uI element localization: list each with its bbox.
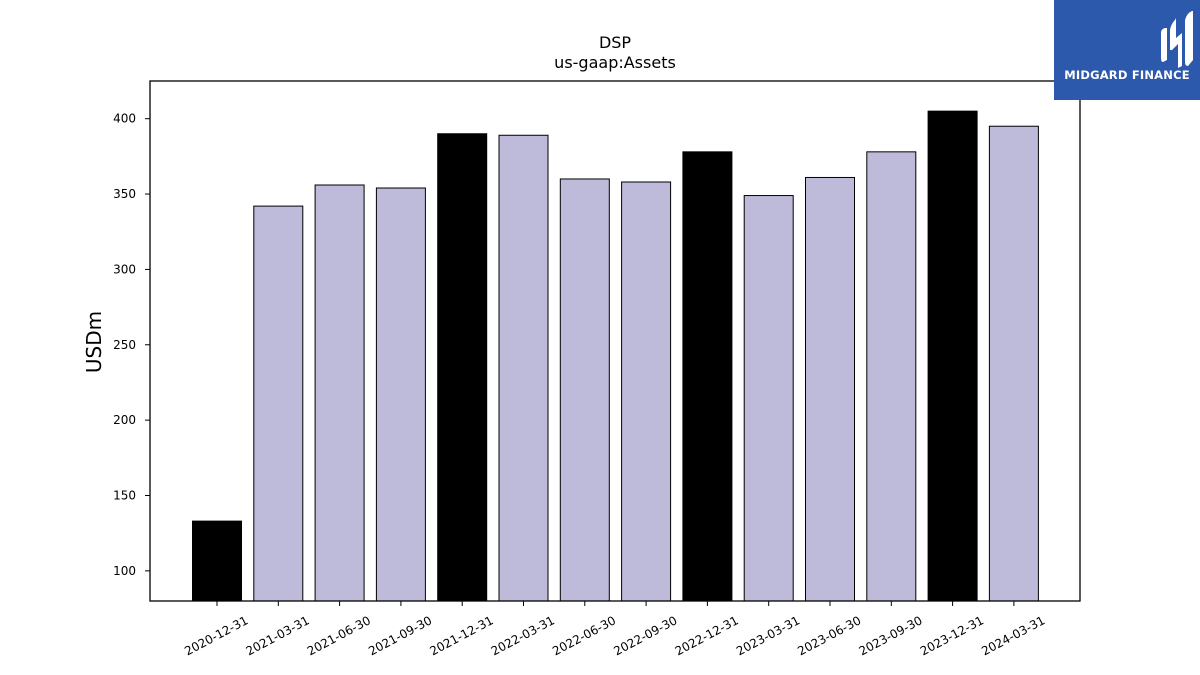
x-tick-label: 2022-06-30	[550, 613, 618, 658]
bar-2021-03-31	[253, 205, 304, 602]
bar-2022-03-31	[498, 134, 549, 602]
bar-2021-12-31	[437, 133, 488, 602]
bar-2022-12-31	[682, 151, 733, 602]
y-tick-label: 250	[113, 338, 136, 352]
bar-2023-03-31	[743, 195, 794, 602]
x-tick-label: 2023-12-31	[918, 613, 986, 658]
y-tick-label: 150	[113, 488, 136, 502]
y-tick-label: 100	[113, 564, 136, 578]
x-tick-label: 2024-03-31	[979, 613, 1047, 658]
x-tick-label: 2022-09-30	[611, 613, 679, 658]
bar-2023-09-30	[866, 151, 917, 602]
x-tick-label: 2020-12-31	[182, 613, 250, 658]
bars-group	[192, 110, 1039, 602]
x-tick-label: 2021-06-30	[305, 613, 373, 658]
y-tick-label: 300	[113, 262, 136, 276]
bar-2023-06-30	[805, 176, 855, 602]
y-axis-ticks: 100 150 200 250 300 350 400	[113, 112, 150, 578]
x-tick-label: 2023-03-31	[734, 613, 802, 658]
x-tick-label: 2022-03-31	[489, 613, 557, 658]
bar-2021-06-30	[314, 184, 365, 602]
bar-2023-12-31	[927, 110, 978, 602]
x-axis-ticks: 2020-12-312021-03-312021-06-302021-09-30…	[182, 601, 1047, 658]
plot-frame	[149, 80, 1081, 602]
y-axis-label: USDm	[82, 311, 106, 373]
x-tick-label: 2021-03-31	[244, 613, 312, 658]
y-tick-label: 200	[113, 413, 136, 427]
midgard-logo-icon	[1161, 11, 1193, 68]
x-tick-label: 2023-06-30	[795, 613, 863, 658]
y-tick-label: 350	[113, 187, 136, 201]
midgard-finance-logo: MIDGARD FINANCE	[1054, 0, 1200, 100]
y-tick-label: 400	[113, 112, 136, 126]
chart-title: DSP	[599, 33, 631, 52]
bar-2021-09-30	[375, 187, 426, 602]
x-tick-label: 2021-09-30	[366, 613, 434, 658]
x-tick-label: 2022-12-31	[673, 613, 741, 658]
bar-2020-12-31	[192, 520, 242, 602]
logo-text: MIDGARD FINANCE	[1064, 68, 1190, 82]
x-tick-label: 2023-09-30	[857, 613, 925, 658]
bar-2022-06-30	[559, 178, 610, 602]
x-tick-label: 2021-12-31	[427, 613, 495, 658]
chart-subtitle: us-gaap:Assets	[554, 53, 676, 72]
bar-2022-09-30	[621, 181, 672, 602]
bar-2024-03-31	[988, 125, 1039, 602]
